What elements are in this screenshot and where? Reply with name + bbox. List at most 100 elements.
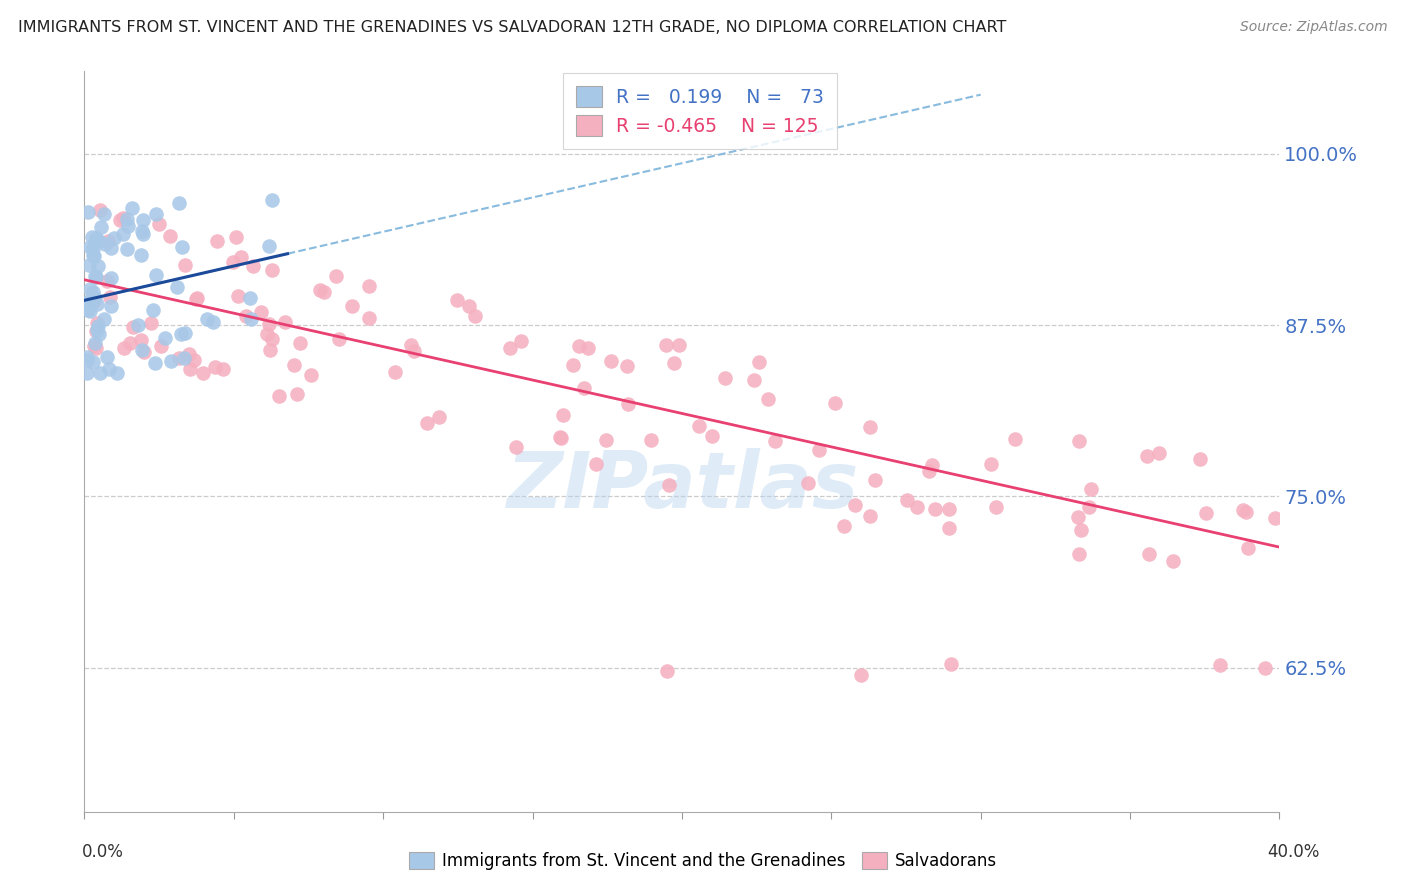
Point xyxy=(169,327,191,342)
Point xyxy=(249,304,271,318)
Point xyxy=(79,239,101,253)
Point xyxy=(83,249,105,263)
Point xyxy=(103,231,125,245)
Text: IMMIGRANTS FROM ST. VINCENT AND THE GRENADINES VS SALVADORAN 12TH GRADE, NO DIPL: IMMIGRANTS FROM ST. VINCENT AND THE GREN… xyxy=(18,20,1007,35)
Point xyxy=(585,457,607,471)
Point xyxy=(83,339,105,353)
Point xyxy=(82,285,104,299)
Point xyxy=(96,274,118,288)
Point xyxy=(242,259,264,273)
Point xyxy=(859,509,882,524)
Point xyxy=(148,218,170,232)
Point xyxy=(82,248,104,262)
Text: 0.0%: 0.0% xyxy=(82,843,124,861)
Point xyxy=(658,478,681,492)
Point xyxy=(121,202,143,216)
Point xyxy=(86,316,108,330)
Point xyxy=(562,359,585,373)
Point xyxy=(262,193,284,207)
Point xyxy=(229,250,252,264)
Point xyxy=(174,258,197,272)
Point xyxy=(77,302,100,317)
Point xyxy=(142,302,165,317)
Point xyxy=(204,359,226,374)
Point xyxy=(1237,541,1260,556)
Point xyxy=(179,361,201,376)
Text: Source: ZipAtlas.com: Source: ZipAtlas.com xyxy=(1240,20,1388,34)
Point xyxy=(399,338,422,352)
Point xyxy=(309,283,332,297)
Point xyxy=(145,268,167,283)
Point xyxy=(86,297,108,311)
Point xyxy=(89,327,111,342)
Point xyxy=(145,207,167,221)
Point xyxy=(314,285,336,300)
Point xyxy=(86,270,108,285)
Point xyxy=(918,464,941,478)
Point xyxy=(1067,509,1090,524)
Point xyxy=(143,355,166,369)
Point xyxy=(76,350,98,364)
Point xyxy=(97,234,120,248)
Point xyxy=(84,235,107,249)
Point xyxy=(299,368,322,382)
Point xyxy=(1195,506,1218,520)
Point xyxy=(359,310,381,325)
Point xyxy=(84,341,107,355)
Point xyxy=(87,235,110,249)
Point xyxy=(714,370,737,384)
Point xyxy=(285,387,308,401)
Point xyxy=(832,519,855,533)
Point xyxy=(83,293,105,308)
Point xyxy=(939,657,962,671)
Point xyxy=(499,342,522,356)
Point xyxy=(458,299,481,313)
Point xyxy=(186,292,208,306)
Point xyxy=(83,291,105,305)
Point xyxy=(132,213,155,227)
Point xyxy=(274,315,297,329)
Point xyxy=(262,332,284,346)
Point xyxy=(87,318,110,333)
Point xyxy=(141,316,163,330)
Point xyxy=(662,356,685,370)
Point xyxy=(177,347,200,361)
Legend: Immigrants from St. Vincent and the Grenadines, Salvadorans: Immigrants from St. Vincent and the Gren… xyxy=(402,845,1004,877)
Point xyxy=(167,351,190,365)
Point xyxy=(112,211,135,226)
Point xyxy=(84,232,107,246)
Point xyxy=(79,304,101,318)
Point xyxy=(595,433,617,447)
Point xyxy=(342,299,364,313)
Point xyxy=(122,319,145,334)
Legend: R =   0.199    N =   73, R = -0.465    N = 125: R = 0.199 N = 73, R = -0.465 N = 125 xyxy=(562,73,837,149)
Point xyxy=(863,473,886,487)
Point xyxy=(159,229,181,244)
Point xyxy=(201,315,224,329)
Point xyxy=(184,292,207,306)
Point xyxy=(76,366,98,380)
Point xyxy=(572,381,595,395)
Point xyxy=(616,359,638,373)
Point xyxy=(96,350,118,364)
Point xyxy=(77,259,100,273)
Point xyxy=(1137,547,1160,561)
Point xyxy=(256,327,278,342)
Point xyxy=(173,326,195,341)
Point xyxy=(851,667,873,681)
Point xyxy=(98,361,121,376)
Point xyxy=(76,296,98,310)
Point xyxy=(183,352,205,367)
Point xyxy=(576,342,599,356)
Point xyxy=(205,235,228,249)
Text: ZIPatlas: ZIPatlas xyxy=(506,448,858,524)
Point xyxy=(90,219,112,234)
Point xyxy=(797,475,820,490)
Point xyxy=(427,410,450,425)
Point xyxy=(1188,452,1211,467)
Point xyxy=(550,431,572,445)
Point xyxy=(131,343,153,357)
Point xyxy=(283,358,305,372)
Point xyxy=(170,240,193,254)
Point xyxy=(212,362,235,376)
